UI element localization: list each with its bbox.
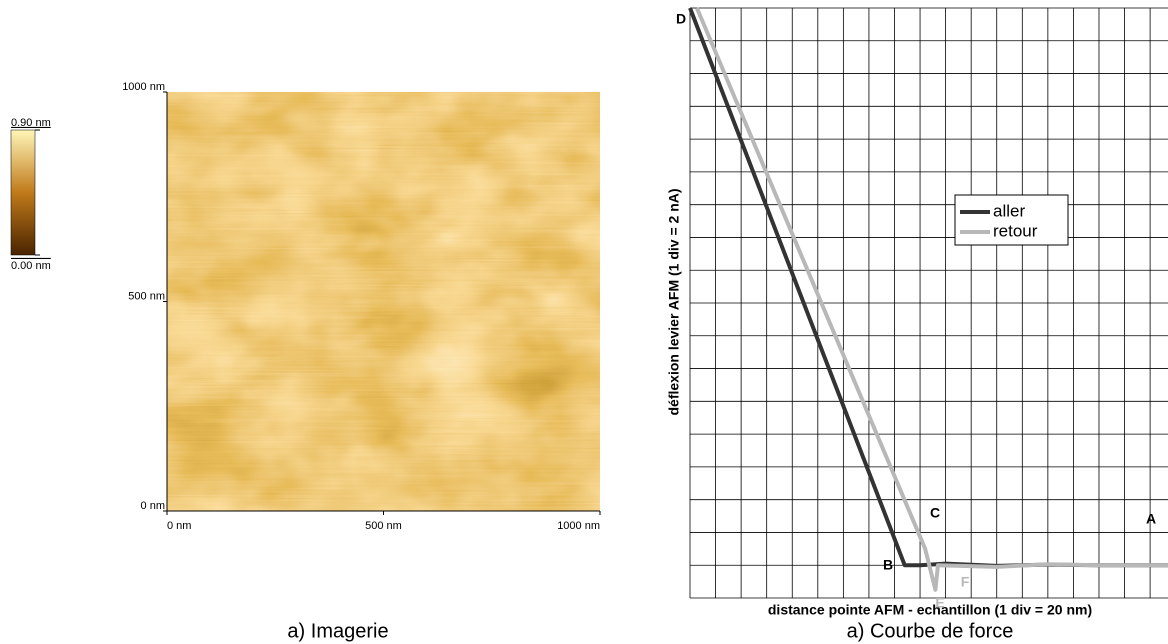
x-axis-label: distance pointe AFM - echantillon (1 div…: [768, 602, 1092, 618]
y-tick-label: 0 nm: [141, 500, 165, 512]
x-tick-label: 1000 nm: [557, 520, 600, 532]
legend-label: aller: [993, 201, 1025, 220]
series-line: [695, 7, 1168, 592]
legend-label: retour: [993, 221, 1038, 240]
annotation: A: [1146, 511, 1156, 527]
x-tick-label: 500 nm: [365, 520, 402, 532]
annotation: C: [930, 505, 940, 521]
colorbar-label: 0.90 nm: [11, 117, 51, 129]
afm-image: [167, 92, 600, 511]
colorbar: [10, 129, 36, 256]
annotation: B: [883, 557, 893, 573]
caption: a) Courbe de force: [847, 620, 1014, 642]
series-line: [688, 7, 1168, 568]
y-tick-label: 1000 nm: [122, 81, 165, 93]
x-tick-label: 0 nm: [167, 520, 191, 532]
annotation: D: [676, 11, 686, 27]
y-axis-label: déflexion levier AFM (1 div = 2 nA): [666, 188, 682, 415]
annotation: F: [961, 574, 970, 590]
caption: a) Imagerie: [287, 620, 388, 642]
annotation: E: [935, 595, 944, 611]
y-tick-label: 500 nm: [128, 290, 165, 302]
colorbar-label: 0.00 nm: [11, 260, 51, 272]
legend: [954, 194, 1069, 246]
